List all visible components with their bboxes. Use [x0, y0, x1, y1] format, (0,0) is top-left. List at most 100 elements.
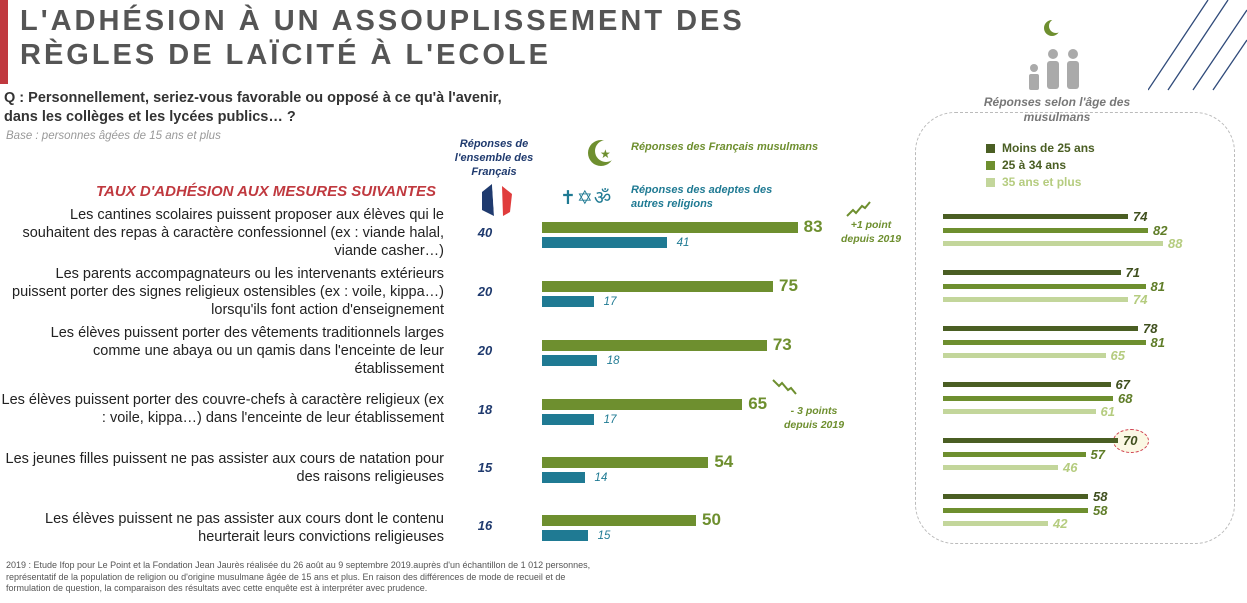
value-others: 14	[594, 472, 608, 484]
value-others: 18	[606, 355, 620, 367]
bar-others	[542, 530, 588, 541]
annotation-up: +1 point depuis 2019	[840, 219, 902, 245]
annotation-down: - 3 points depuis 2019	[783, 405, 845, 431]
value-age: 81	[1150, 334, 1165, 350]
value-age: 58	[1093, 502, 1108, 518]
bar-age	[943, 353, 1106, 358]
age-panel	[915, 112, 1235, 544]
france-flag-map-icon	[482, 184, 512, 216]
value-age: 65	[1110, 348, 1125, 363]
value-muslims: 83	[803, 217, 823, 236]
bar-age	[943, 395, 1113, 401]
bar-age	[943, 409, 1096, 414]
value-age: 58	[1093, 489, 1108, 504]
value-age: 68	[1118, 390, 1133, 406]
bar-age	[943, 507, 1088, 513]
value-age: 46	[1063, 460, 1078, 475]
svg-text:★: ★	[600, 147, 611, 161]
bar-age	[943, 297, 1128, 302]
value-age: 57	[1090, 446, 1105, 462]
trend-down-icon	[772, 379, 797, 395]
bar-age	[943, 241, 1163, 246]
bar-age	[943, 214, 1128, 219]
cross-icon: ✝	[560, 188, 577, 209]
trend-up-icon	[846, 201, 871, 217]
measure-label: Les élèves puissent ne pas assister aux …	[45, 511, 444, 545]
legend-all-french: Réponses de l'ensemble des Français	[454, 138, 534, 178]
om-icon: ॐ	[593, 188, 613, 209]
bar-age	[943, 451, 1086, 457]
bar-others	[542, 472, 585, 483]
value-age: 88	[1168, 236, 1183, 251]
decorative-lines	[1148, 0, 1247, 91]
value-all-french: 20	[477, 284, 493, 299]
page-title: L'ADHÉSION À UN ASSOUPLISSEMENT DES RÈGL…	[20, 5, 745, 71]
value-all-french: 40	[477, 225, 493, 240]
value-others: 15	[597, 530, 611, 542]
value-others: 17	[603, 296, 617, 308]
bar-muslims	[542, 515, 696, 526]
value-age: 71	[1125, 265, 1140, 280]
value-muslims: 75	[779, 276, 798, 295]
value-age: 67	[1115, 377, 1130, 392]
crescent-star-icon: ★	[588, 140, 617, 166]
value-age: 42	[1053, 516, 1068, 531]
measure-label: Les jeunes filles puissent ne pas assist…	[5, 451, 444, 485]
value-muslims: 65	[748, 394, 768, 413]
value-muslims: 50	[702, 510, 721, 529]
value-age: 74	[1133, 209, 1148, 224]
bar-age	[943, 270, 1121, 275]
bar-age	[943, 339, 1146, 345]
star-of-david-icon: ✡	[576, 188, 594, 209]
bar-age	[943, 494, 1088, 499]
value-all-french: 15	[477, 460, 493, 475]
bar-age	[943, 521, 1048, 526]
bar-muslims	[542, 340, 767, 351]
value-age: 61	[1100, 404, 1115, 419]
value-age: 74	[1133, 292, 1148, 307]
legend-others: Réponses des adeptes des autres religion…	[631, 184, 773, 210]
age-panel-title: Réponses selon l'âge des musulmans	[983, 95, 1131, 124]
bar-others	[542, 237, 667, 248]
bar-age	[943, 283, 1146, 289]
bar-others	[542, 296, 594, 307]
bar-age	[943, 227, 1148, 233]
value-age: 70	[1123, 433, 1138, 448]
footer-note: 2019 : Etude Ifop pour Le Point et la Fo…	[6, 560, 591, 593]
chart-subtitle: TAUX D'ADHÉSION AUX MESURES SUIVANTES	[96, 183, 436, 200]
accent-bar	[0, 0, 8, 84]
legend-age-label: 25 à 34 ans	[1002, 158, 1067, 172]
value-others: 41	[676, 237, 690, 249]
value-others: 17	[603, 414, 617, 426]
bar-muslims	[542, 222, 798, 233]
value-all-french: 20	[477, 343, 493, 358]
measure-label: Les élèves puissent porter des vêtements…	[50, 325, 444, 377]
value-age: 82	[1153, 222, 1168, 238]
bar-age	[943, 438, 1118, 443]
base-note: Base : personnes âgées de 15 ans et plus	[6, 130, 221, 142]
measure-label: Les cantines scolaires puissent proposer…	[22, 207, 444, 259]
value-all-french: 18	[477, 402, 493, 417]
legend-muslims: Réponses des Français musulmans	[631, 141, 819, 153]
value-muslims: 73	[772, 335, 792, 354]
legend-swatch	[986, 178, 995, 187]
bar-muslims	[542, 281, 773, 292]
bar-age	[943, 326, 1138, 331]
legend-swatch	[986, 161, 995, 170]
bar-age	[943, 465, 1058, 470]
value-muslims: 54	[714, 452, 734, 471]
bar-age	[943, 382, 1111, 387]
legend-age-label: Moins de 25 ans	[1002, 141, 1095, 155]
value-age: 81	[1150, 278, 1165, 294]
value-age: 78	[1143, 321, 1158, 336]
bar-others	[542, 414, 594, 425]
measure-label: Les élèves puissent porter des couvre-ch…	[1, 392, 444, 426]
question: Q : Personnellement, seriez-vous favorab…	[4, 90, 502, 125]
bar-muslims	[542, 399, 743, 410]
family-icon	[1029, 19, 1079, 90]
value-all-french: 16	[477, 518, 493, 533]
legend-swatch	[986, 144, 995, 153]
bar-others	[542, 355, 597, 366]
highlight-circle	[1113, 429, 1149, 453]
bar-muslims	[542, 457, 709, 468]
